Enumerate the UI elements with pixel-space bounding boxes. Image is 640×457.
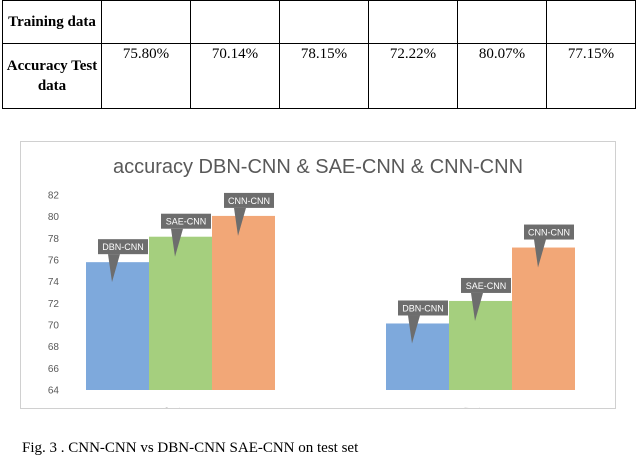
callout-pointer (534, 239, 546, 268)
y-tick-label: 70 (48, 321, 60, 332)
callout-pointer (408, 315, 420, 344)
callout-label: DBN-CNN (102, 242, 144, 252)
table-cell: 70.14% (190, 43, 280, 109)
bar (149, 236, 212, 390)
callout-box (224, 192, 274, 208)
y-tick-label: 82 (48, 191, 60, 202)
accuracy-bar-chart: accuracy DBN-CNN & SAE-CNN & CNN-CNN 646… (48, 156, 575, 408)
table-cell: 72.22% (368, 43, 458, 109)
callout-pointer (471, 292, 483, 321)
callout-box (161, 213, 211, 229)
figure-caption: Fig. 3 . CNN-CNN vs DBN-CNN SAE-CNN on t… (22, 440, 359, 456)
chart-frame: accuracy DBN-CNN & SAE-CNN & CNN-CNN 64 6… (20, 141, 616, 409)
callout-label: CNN-CNN (528, 228, 570, 238)
row-header-training: Training data (2, 0, 102, 44)
data-label-callout: CNN-CNN (524, 224, 574, 268)
table-cell: 75.80% (101, 43, 191, 109)
x-category-label: 2 class (163, 406, 198, 408)
x-axis: 2 class 5 class (163, 406, 498, 408)
y-tick-label: 78 (48, 234, 60, 245)
table-cell (279, 0, 369, 44)
chart-title: accuracy DBN-CNN & SAE-CNN & CNN-CNN (113, 156, 523, 178)
bars (86, 215, 575, 390)
results-table: Training data Accuracy Test data 75.80% … (2, 0, 636, 109)
callout-box (524, 224, 574, 240)
data-label-callout: SAE-CNN (161, 213, 211, 257)
y-tick-label: 66 (48, 364, 60, 375)
data-label-callout: DBN-CNN (98, 239, 148, 283)
table-cell: 78.15% (279, 43, 369, 109)
bar (512, 247, 575, 390)
data-label-callout: DBN-CNN (398, 300, 448, 344)
table-cell (457, 0, 547, 44)
table-cell (546, 0, 636, 44)
callout-box (398, 300, 448, 316)
callout-label: DBN-CNN (402, 303, 444, 313)
callout-pointer (234, 207, 246, 236)
callout-label: SAE-CNN (466, 281, 507, 291)
y-tick-label: 76 (48, 256, 60, 267)
y-tick-label: 68 (48, 342, 60, 353)
table-cell: 80.07% (457, 43, 547, 109)
bar (86, 262, 149, 390)
y-tick-label: 72 (48, 299, 60, 310)
bar (386, 323, 449, 390)
y-tick-label: 80 (48, 212, 60, 223)
callouts: DBN-CNN SAE-CNN CNN-CNN DBN-CNN SAE-CNN CNN-C… (98, 192, 574, 344)
y-axis: 64 66 68 70 72 74 76 78 80 82 (48, 191, 60, 397)
table-cell (101, 0, 191, 44)
bar (212, 215, 275, 390)
callout-pointer (108, 254, 120, 283)
table-row: Training data (2, 0, 636, 44)
bar (449, 300, 512, 390)
table-cell: 77.15% (546, 43, 636, 109)
data-label-callout: CNN-CNN (224, 192, 274, 236)
data-label-callout: SAE-CNN (461, 277, 511, 321)
table-row: Accuracy Test data 75.80% 70.14% 78.15% … (2, 43, 636, 109)
y-tick-label: 74 (48, 277, 60, 288)
row-header-accuracy: Accuracy Test data (2, 43, 102, 109)
callout-label: SAE-CNN (166, 217, 207, 227)
callout-box (98, 239, 148, 255)
callout-box (461, 277, 511, 293)
table-cell (368, 0, 458, 44)
callout-label: CNN-CNN (228, 196, 270, 206)
y-tick-label: 64 (48, 386, 60, 397)
callout-pointer (171, 228, 183, 257)
table-cell (190, 0, 280, 44)
x-category-label: 5 class (463, 406, 498, 408)
